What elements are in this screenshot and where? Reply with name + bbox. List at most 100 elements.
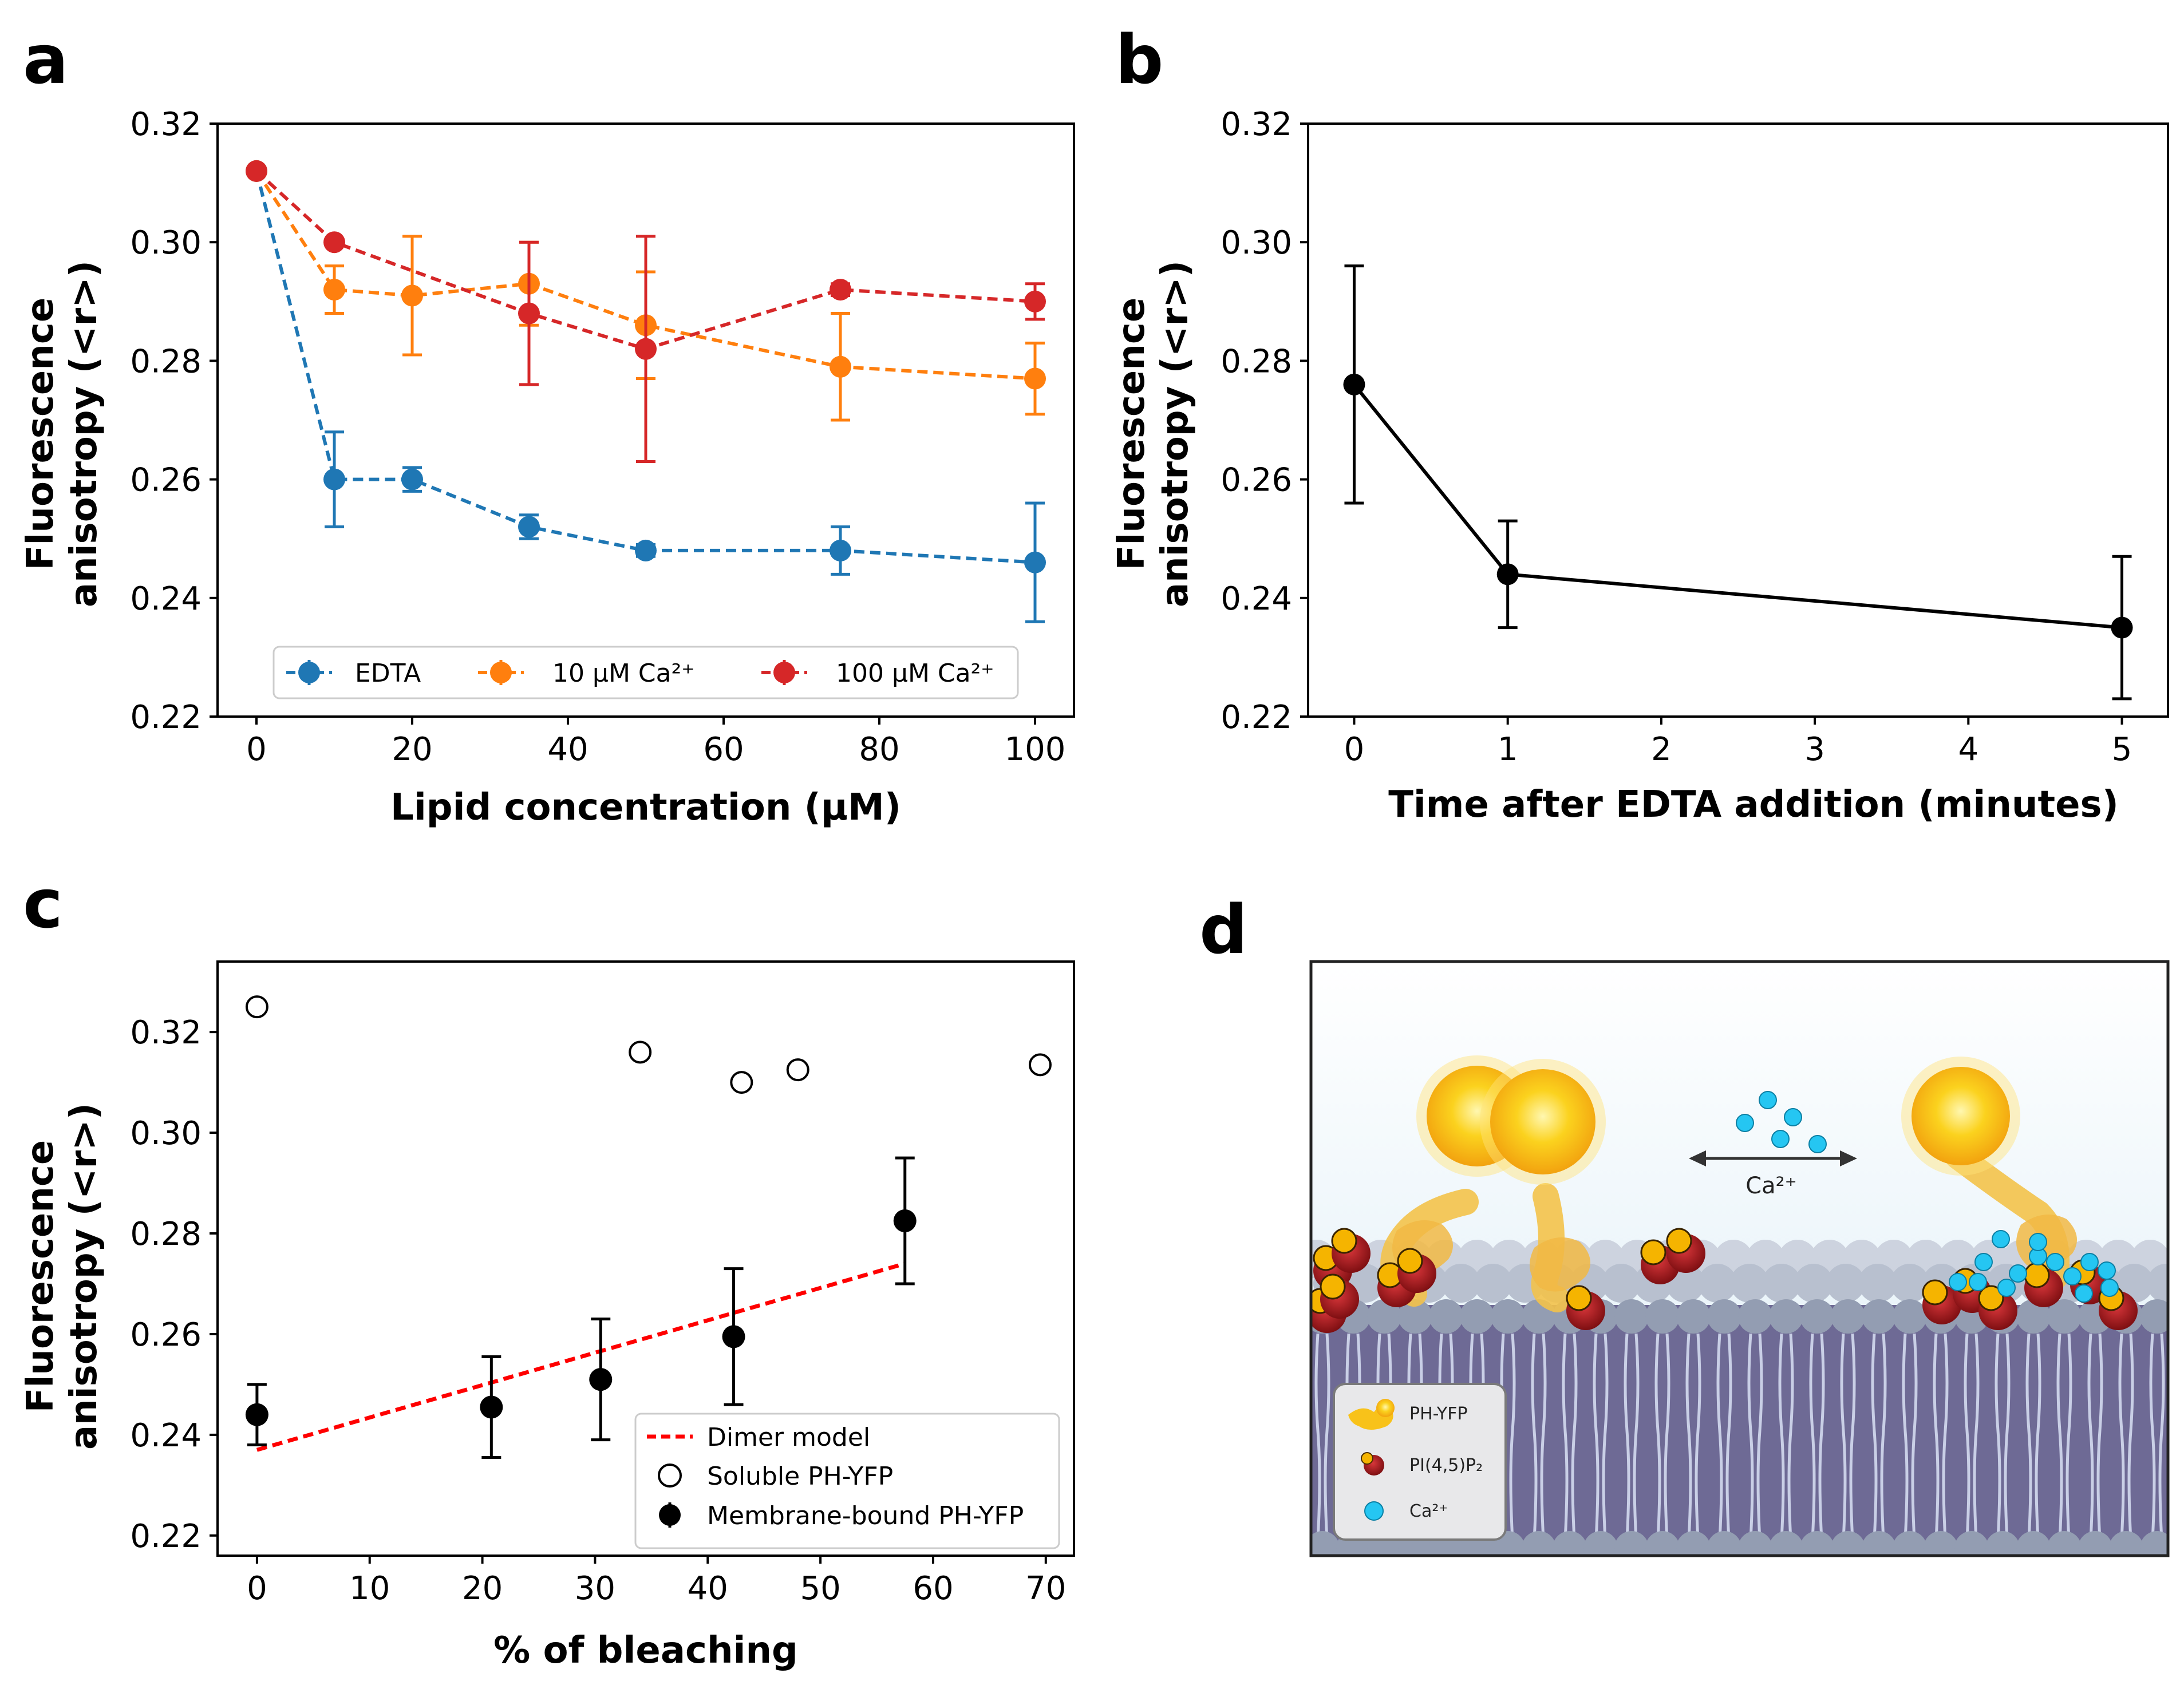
panel-c-axes-frame bbox=[216, 960, 1075, 1557]
panel-letter-a: a bbox=[23, 20, 69, 99]
panel-a-xtick-label: 60 bbox=[703, 731, 744, 768]
lipid-headgroup-bottom bbox=[1800, 1531, 1834, 1556]
calcium-ion bbox=[1969, 1273, 1987, 1291]
lipid-headgroup-mid bbox=[2147, 1264, 2168, 1303]
calcium-ion bbox=[1997, 1279, 2016, 1297]
panel-c-membrane-point bbox=[893, 1209, 917, 1233]
lipid-headgroup-front bbox=[1491, 1299, 1525, 1334]
legend-label-membrane: Membrane-bound PH-YFP bbox=[707, 1501, 1024, 1530]
panel-b-xtick-label: 1 bbox=[1498, 731, 1518, 768]
panel-a-ytick-label: 0.30 bbox=[130, 224, 202, 262]
panel-b-ytick-label: 0.32 bbox=[1221, 106, 1292, 143]
panel-c-soluble-point bbox=[629, 1041, 652, 1064]
panel-c-xtick-label: 30 bbox=[575, 1570, 615, 1607]
lipid-tail bbox=[1880, 1333, 1887, 1540]
lipid-tail bbox=[2004, 1333, 2011, 1540]
panel-a-point-series-2 bbox=[1024, 290, 1046, 313]
lipid-headgroup-bottom bbox=[1831, 1531, 1865, 1556]
lipid-tail bbox=[2118, 1333, 2125, 1540]
lipid-headgroup-bottom bbox=[2140, 1531, 2168, 1556]
legend-label-10uM-ca: 10 μM Ca²⁺ bbox=[552, 659, 694, 688]
lipid-headgroup-front bbox=[1676, 1299, 1711, 1334]
panel-b-point bbox=[1496, 563, 1519, 586]
lipid-headgroup-front bbox=[1738, 1299, 1772, 1334]
lipid-tail bbox=[1633, 1333, 1640, 1540]
legend-item-soluble: Soluble PH-YFP bbox=[658, 1462, 893, 1491]
panel-c-xtick-label: 60 bbox=[913, 1570, 953, 1607]
lipid-headgroup-mid bbox=[1890, 1264, 1929, 1303]
calcium-ion bbox=[1992, 1230, 2010, 1248]
ph-yfp-icon bbox=[1348, 1399, 1395, 1430]
calcium-ion bbox=[1974, 1253, 1993, 1271]
panel-b-xlabel: Time after EDTA addition (minutes) bbox=[1388, 784, 2119, 826]
lipid-tail bbox=[2096, 1333, 2103, 1540]
pip2-lipid-headgroup bbox=[2024, 1262, 2050, 1288]
panel-c-ytick-label: 0.32 bbox=[130, 1014, 202, 1051]
calcium-ion bbox=[2009, 1264, 2027, 1283]
panel-a-point-series-2 bbox=[323, 231, 345, 254]
panel-b-ytick-label: 0.26 bbox=[1221, 462, 1292, 499]
panel-a-ytick-label: 0.22 bbox=[130, 699, 202, 736]
legend-label-ph-yfp: PH-YFP bbox=[1409, 1404, 1468, 1424]
lipid-headgroup-bottom bbox=[1893, 1531, 1927, 1556]
panel-b-xtick-label: 2 bbox=[1651, 731, 1672, 768]
lipid-tail bbox=[1902, 1333, 1909, 1540]
lipid-headgroup-bottom bbox=[1676, 1531, 1711, 1556]
panel-c-xtick-label: 20 bbox=[462, 1570, 503, 1607]
panel-a-xtick-label: 0 bbox=[246, 731, 267, 768]
lipid-tail bbox=[1593, 1333, 1600, 1540]
lipid-tail bbox=[2025, 1333, 2032, 1540]
panel-letter-d: d bbox=[1199, 890, 1247, 969]
lipid-headgroup-front bbox=[1893, 1299, 1927, 1334]
panel-b-xtick-label: 5 bbox=[2112, 731, 2132, 768]
panel-b-ytick-label: 0.30 bbox=[1221, 224, 1292, 262]
lipid-headgroup-front bbox=[1831, 1299, 1865, 1334]
pip2-lipid-headgroup bbox=[1320, 1273, 1346, 1300]
lipid-headgroup-front bbox=[2140, 1299, 2168, 1334]
panel-c-ylabel-line2: anisotropy (<r>) bbox=[63, 1103, 105, 1450]
lipid-headgroup-bottom bbox=[2171, 1531, 2184, 1565]
yfp-monomer bbox=[1912, 1067, 2010, 1165]
panel-a-xtick-label: 80 bbox=[859, 731, 899, 768]
panel-a-ylabel-line2: anisotropy (<r>) bbox=[63, 260, 105, 607]
panel-c-membrane-point bbox=[589, 1368, 613, 1391]
panel-c-ytick-label: 0.26 bbox=[130, 1316, 202, 1354]
pip2-lipid-headgroup bbox=[1978, 1285, 2004, 1311]
panel-c-soluble-point bbox=[1028, 1053, 1052, 1077]
pip2-lipids bbox=[1311, 1228, 2138, 1333]
ph-domain-mid bbox=[1530, 1237, 1590, 1292]
lipid-tail bbox=[1324, 1333, 1330, 1540]
panel-b-ytick-label: 0.24 bbox=[1221, 580, 1292, 618]
lipid-tail bbox=[2056, 1333, 2063, 1540]
lipid-tail bbox=[1964, 1333, 1970, 1540]
lipid-tail bbox=[1562, 1333, 1569, 1540]
legend-item-edta: EDTA bbox=[286, 659, 421, 688]
yfp-dimer-right bbox=[1490, 1069, 1595, 1174]
lipid-headgroup-mid bbox=[1474, 1264, 1512, 1303]
lipid-tail bbox=[2158, 1333, 2165, 1540]
lipid-tail bbox=[2127, 1333, 2134, 1540]
panel-a-point-series-1 bbox=[401, 284, 423, 307]
legend-item-membrane: Membrane-bound PH-YFP bbox=[659, 1501, 1024, 1530]
panel-a-point-series-0 bbox=[1024, 551, 1046, 573]
lipid-tail bbox=[1871, 1333, 1878, 1540]
lipid-headgroup-front bbox=[2171, 1299, 2184, 1334]
panel-a-chart: Fluorescence anisotropy (<r>) Lipid conc… bbox=[19, 106, 1075, 829]
lipid-tail bbox=[1314, 1333, 1321, 1540]
panel-a-point-series-0 bbox=[518, 516, 540, 538]
panel-a-ytick-label: 0.26 bbox=[130, 462, 202, 499]
panel-b-ytick-label: 0.22 bbox=[1221, 699, 1292, 736]
panel-a-series-line-2 bbox=[255, 169, 1036, 351]
pip2-lipid-headgroup bbox=[1666, 1228, 1692, 1254]
panel-b-axes-frame bbox=[1307, 122, 2169, 718]
panel-b-xtick-label: 3 bbox=[1804, 731, 1825, 768]
panel-a-point-series-2 bbox=[635, 338, 657, 360]
lipid-headgroup-mid bbox=[1698, 1264, 1737, 1303]
calcium-ion bbox=[2098, 1261, 2116, 1280]
lipid-headgroup-front bbox=[1398, 1299, 1432, 1334]
lipid-headgroup-mid bbox=[1858, 1264, 1897, 1303]
panel-a-xtick-label: 100 bbox=[1005, 731, 1066, 768]
legend-label-calcium: Ca²⁺ bbox=[1409, 1501, 1448, 1521]
panel-c-xtick-label: 10 bbox=[349, 1570, 390, 1607]
